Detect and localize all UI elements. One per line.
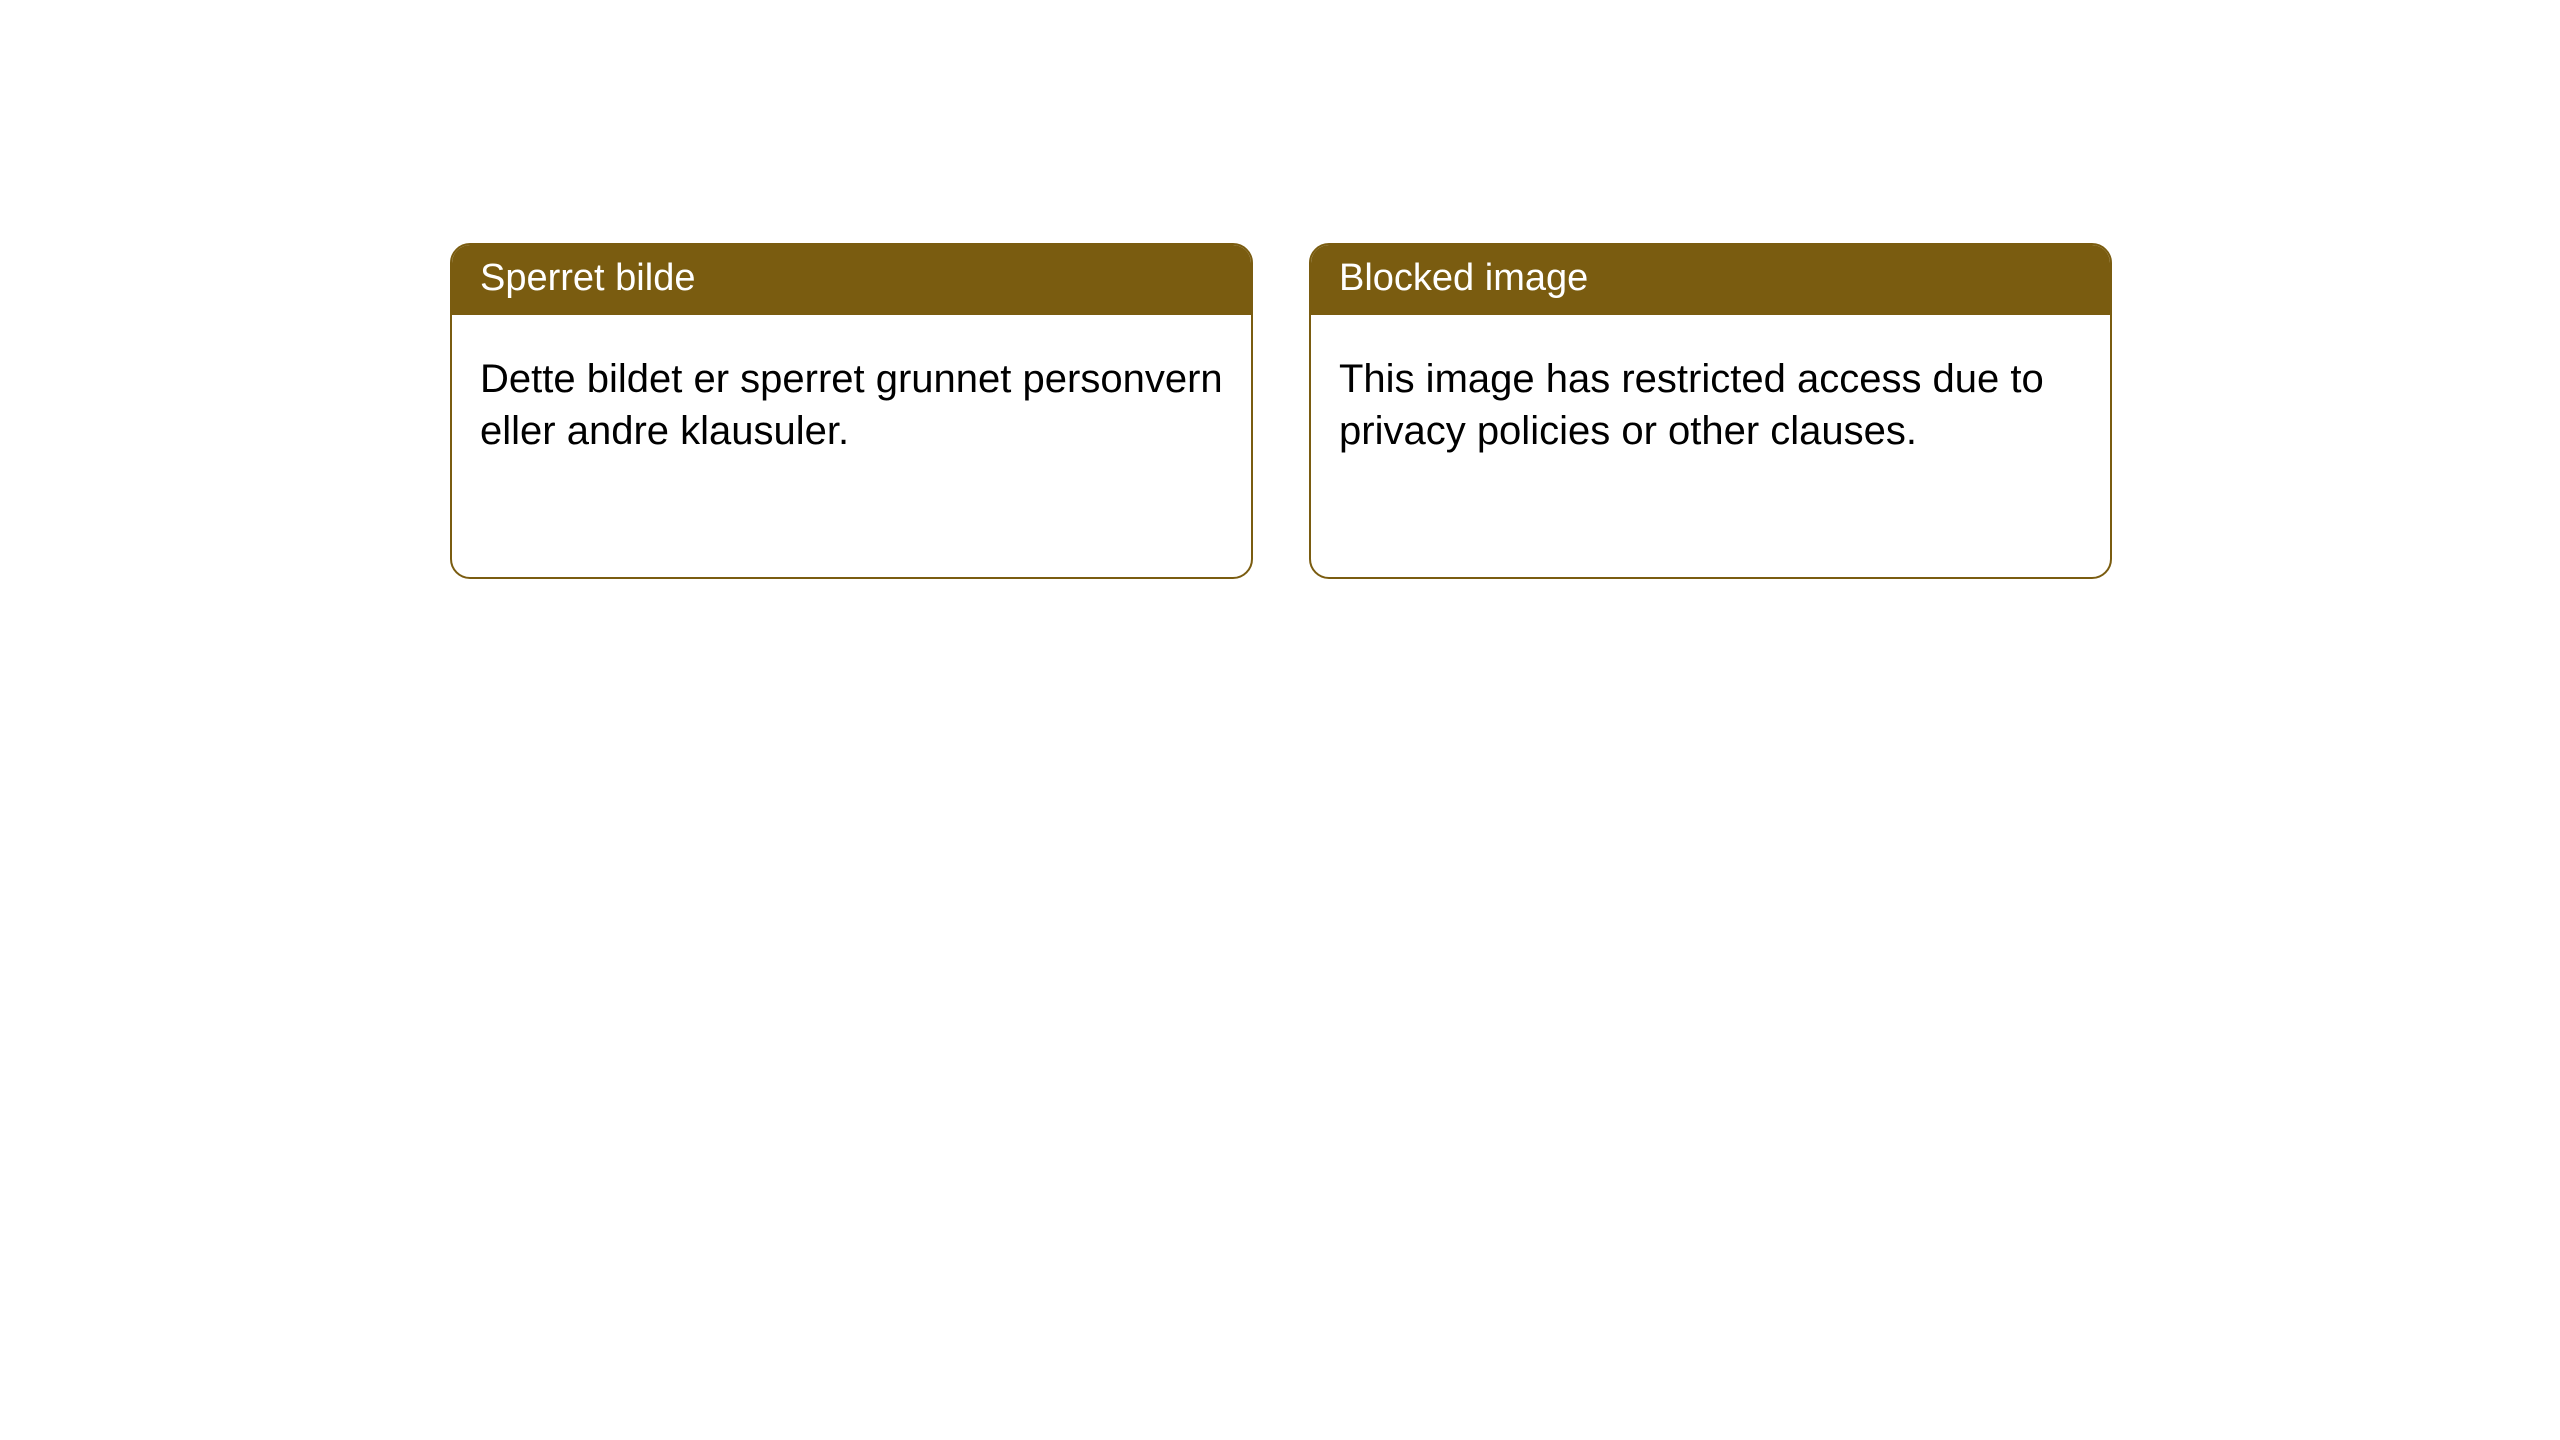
card-header: Sperret bilde: [452, 245, 1251, 315]
card-body: Dette bildet er sperret grunnet personve…: [452, 315, 1251, 485]
cards-container: Sperret bilde Dette bildet er sperret gr…: [0, 0, 2560, 579]
card-header: Blocked image: [1311, 245, 2110, 315]
blocked-image-card-no: Sperret bilde Dette bildet er sperret gr…: [450, 243, 1253, 579]
card-body: This image has restricted access due to …: [1311, 315, 2110, 485]
blocked-image-card-en: Blocked image This image has restricted …: [1309, 243, 2112, 579]
